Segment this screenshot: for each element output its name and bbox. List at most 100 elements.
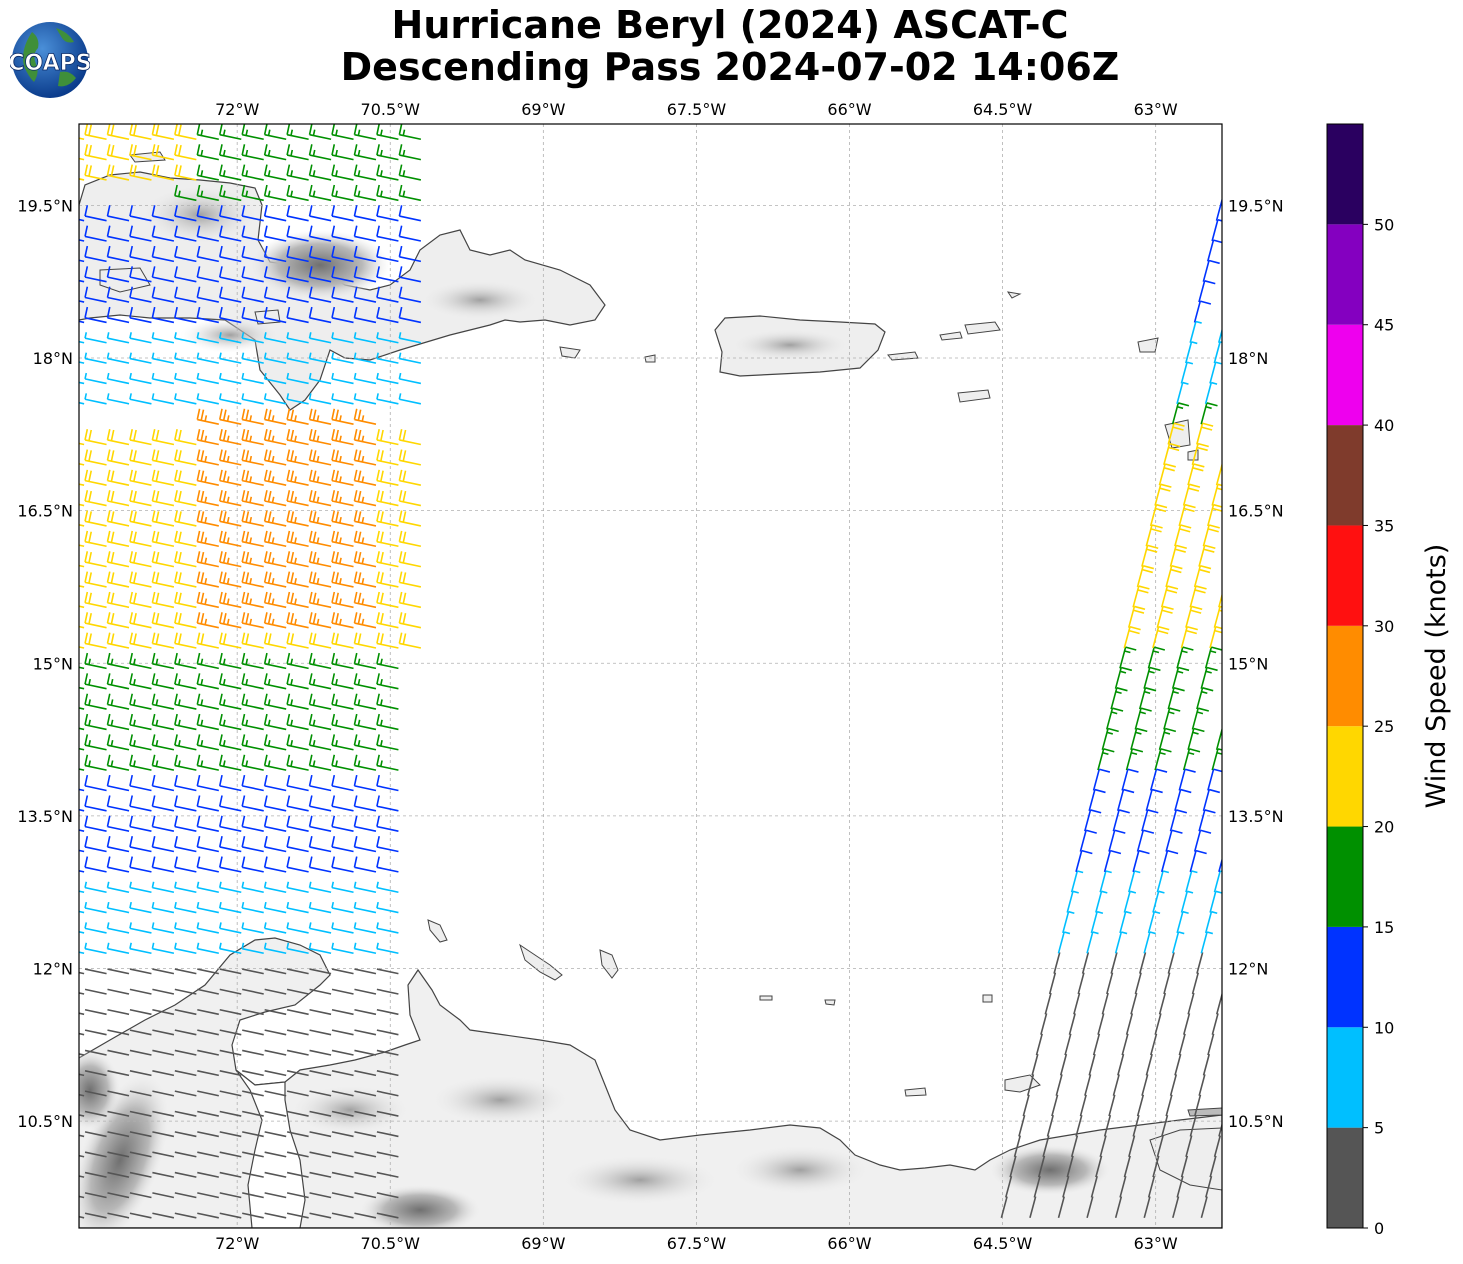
wind-barb	[376, 1090, 399, 1097]
wind-barb	[354, 1070, 377, 1077]
colorbar-segment	[1327, 625, 1363, 727]
wind-barb	[263, 734, 287, 751]
wind-barb	[354, 1192, 377, 1199]
lon-tick-label: 67.5°W	[667, 1234, 727, 1253]
wind-barb	[376, 815, 399, 832]
wind-barb	[353, 393, 377, 405]
wind-barb	[1145, 1053, 1153, 1076]
wind-barb	[241, 901, 264, 914]
lat-tick-label: 18°N	[33, 349, 73, 368]
wind-barb	[174, 245, 197, 263]
wind-barb	[331, 734, 354, 751]
wind-barb	[218, 306, 242, 324]
wind-barb	[1057, 1196, 1065, 1219]
wind-barb	[308, 205, 332, 222]
wind-barb	[174, 988, 197, 995]
wind-barb	[1106, 972, 1114, 995]
colorbar-tick-label: 5	[1374, 1119, 1384, 1138]
wind-barb	[218, 184, 242, 202]
wind-barb	[308, 408, 332, 425]
wind-barb	[84, 124, 107, 141]
wind-barb	[308, 652, 332, 670]
wind-barb	[84, 1192, 107, 1199]
wind-barb	[286, 286, 309, 303]
wind-barb	[308, 510, 332, 527]
lat-tick-label: 16.5°N	[17, 502, 73, 521]
wind-barb	[331, 124, 354, 141]
wind-barb	[376, 1029, 399, 1036]
wind-barb	[263, 266, 287, 283]
wind-barb	[286, 1029, 309, 1036]
wind-barb	[242, 1212, 264, 1219]
wind-barb	[151, 795, 175, 812]
wind-barb	[79, 931, 85, 934]
wind-barb	[1202, 259, 1220, 282]
wind-barb	[286, 632, 309, 649]
wind-barb	[174, 429, 197, 446]
wind-barb	[174, 652, 197, 670]
wind-barb	[79, 564, 85, 568]
wind-barb	[1202, 1053, 1211, 1076]
wind-barb	[106, 652, 130, 670]
wind-barb	[79, 605, 85, 609]
wind-barb	[376, 266, 399, 283]
bonaire-land	[599, 949, 619, 979]
wind-barb	[84, 693, 107, 710]
wind-barb	[1202, 788, 1221, 812]
wind-barb	[331, 449, 354, 466]
wind-barb	[1139, 952, 1147, 974]
wind-barb	[1114, 666, 1133, 689]
wind-barb	[1099, 1135, 1107, 1157]
wind-barb	[1134, 707, 1152, 730]
wind-barb	[286, 836, 309, 853]
wind-barb	[79, 239, 85, 242]
wind-barb	[1211, 1013, 1219, 1035]
wind-barb	[151, 836, 175, 853]
wind-barb	[263, 942, 287, 955]
wind-barb	[286, 612, 309, 629]
wind-barb	[241, 205, 264, 222]
wind-barb	[308, 332, 332, 344]
wind-barb	[354, 1090, 377, 1097]
wind-barb	[1211, 218, 1222, 242]
wind-barb	[129, 332, 152, 344]
wind-barb	[218, 734, 242, 751]
wind-barb	[241, 306, 264, 324]
wind-barb	[174, 144, 197, 161]
wind-barb	[1149, 503, 1168, 527]
wind-barb	[1127, 870, 1141, 893]
wind-barb	[376, 449, 399, 466]
wind-barb	[84, 449, 107, 466]
wind-barb	[79, 1053, 85, 1056]
wind-barb	[129, 713, 152, 731]
wind-barb	[308, 184, 332, 202]
wind-barb	[174, 469, 197, 486]
wind-barb	[331, 968, 354, 975]
wind-barb	[376, 164, 399, 181]
wind-barb	[1215, 728, 1222, 750]
wind-barb	[1150, 1033, 1158, 1056]
wind-barb	[174, 856, 197, 873]
wind-barb	[1160, 849, 1179, 873]
wind-barb	[376, 1192, 399, 1199]
wind-barb	[106, 530, 130, 548]
wind-barb	[129, 942, 152, 955]
wind-barb	[129, 1070, 152, 1077]
wind-barb	[1198, 544, 1216, 567]
wind-barb	[241, 774, 264, 792]
wind-barb	[1163, 442, 1181, 466]
wind-barb	[84, 372, 107, 385]
wind-barb	[1084, 1074, 1092, 1096]
wind-barb	[331, 1049, 354, 1056]
wind-barb	[1125, 1013, 1134, 1035]
wind-barb	[353, 449, 377, 466]
wind-barb	[308, 286, 332, 303]
wind-barb	[1180, 890, 1194, 913]
wind-barb	[174, 693, 197, 710]
wind-barb	[376, 372, 399, 385]
wind-barb	[106, 591, 130, 609]
colorbar-tick-label: 40	[1374, 416, 1394, 435]
wind-barb	[308, 490, 332, 507]
wind-barb	[79, 707, 85, 710]
